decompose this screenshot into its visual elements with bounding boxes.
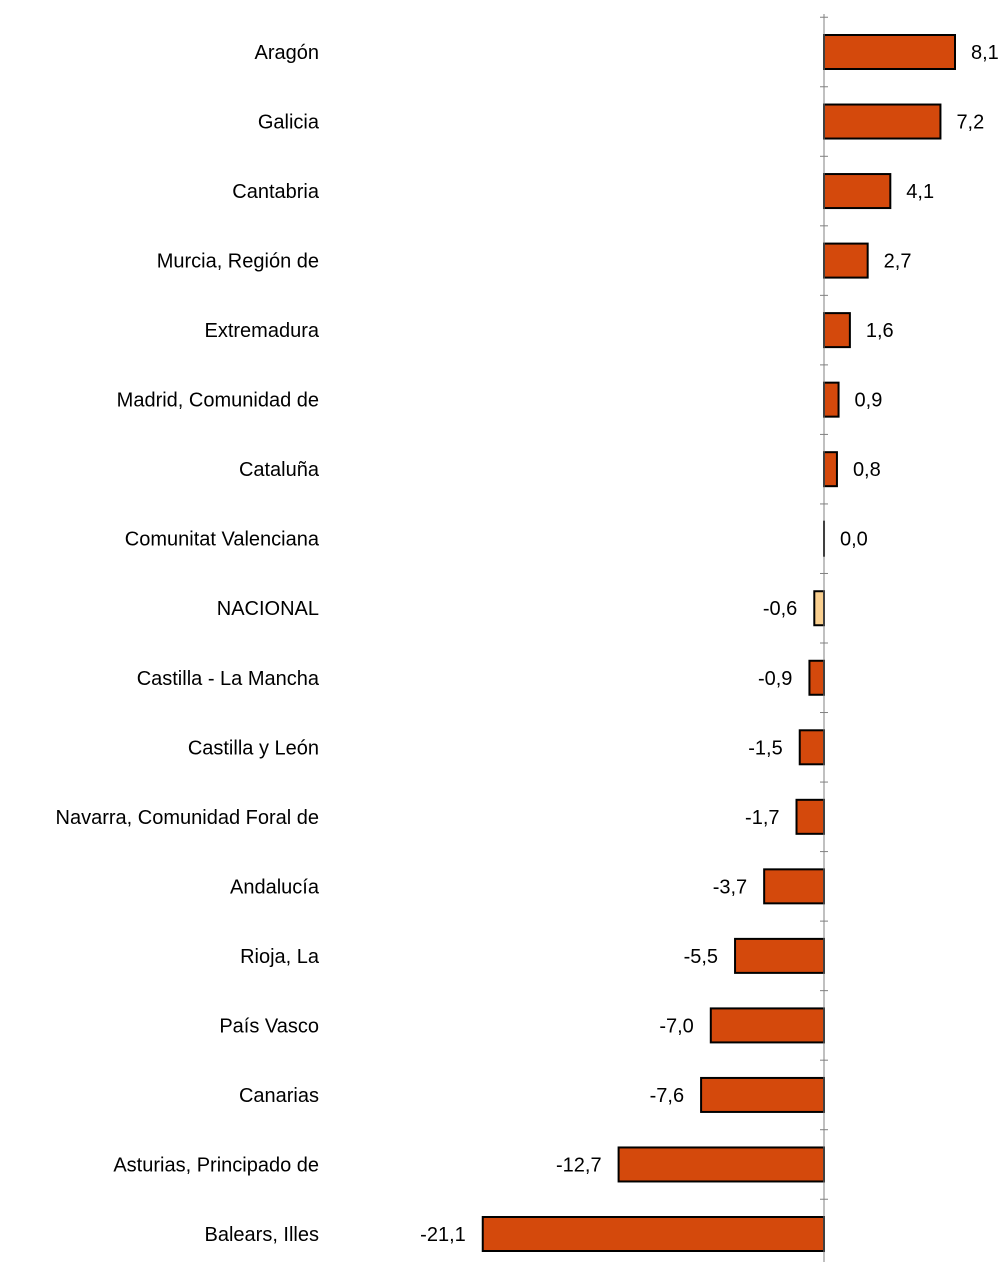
category-label-castilla-la-mancha: Castilla - La Mancha: [137, 668, 320, 690]
value-label-nacional: -0,6: [763, 598, 797, 620]
value-label-aragon: 8,1: [971, 42, 999, 64]
category-label-extremadura: Extremadura: [205, 320, 320, 342]
category-labels: Aragón Galicia Cantabria Murcia, Región de E…: [56, 42, 320, 1246]
category-label-cataluna: Cataluña: [239, 459, 320, 481]
value-label-galicia: 7,2: [956, 112, 984, 134]
value-labels: 8,1 7,2 4,1 2,7 1,6 0,9 0,8 0,0 -0,6 -0,9 -1,5 -1,7…: [420, 42, 999, 1246]
category-label-navarra-comunidad-foral-de: Navarra, Comunidad Foral de: [56, 807, 319, 829]
value-label-cantabria: 4,1: [906, 181, 934, 203]
value-label-asturias-principado-de: -12,7: [556, 1154, 602, 1176]
bar-asturias-principado-de: [617, 1146, 825, 1183]
bar-extremadura: [823, 312, 851, 349]
category-label-nacional: NACIONAL: [217, 598, 319, 620]
bar-murcia-region-de: [823, 242, 869, 279]
value-label-extremadura: 1,6: [866, 320, 894, 342]
category-label-canarias: Canarias: [239, 1085, 319, 1107]
value-label-pais-vasco: -7,0: [659, 1015, 693, 1037]
value-label-comunitat-valenciana: 0,0: [840, 529, 868, 551]
bar-madrid-comunidad-de: [823, 381, 840, 418]
value-label-castilla-y-leon: -1,5: [748, 737, 782, 759]
bars-layer: [481, 34, 956, 1252]
bar-pais-vasco: [709, 1007, 825, 1044]
bar-navarra-comunidad-foral-de: [795, 798, 826, 835]
category-label-galicia: Galicia: [258, 112, 320, 134]
category-label-murcia-region-de: Murcia, Región de: [157, 251, 319, 273]
bar-cantabria: [823, 173, 892, 210]
category-label-madrid-comunidad-de: Madrid, Comunidad de: [117, 390, 319, 412]
bar-nacional: [813, 590, 825, 627]
value-label-castilla-la-mancha: -0,9: [758, 668, 792, 690]
value-label-madrid-comunidad-de: 0,9: [855, 390, 883, 412]
bar-rioja-la: [734, 937, 825, 974]
value-label-rioja-la: -5,5: [684, 946, 718, 968]
bar-andalucia: [763, 868, 825, 905]
category-label-castilla-y-leon: Castilla y León: [188, 737, 319, 759]
bar-galicia: [823, 103, 942, 140]
value-label-cataluna: 0,8: [853, 459, 881, 481]
category-label-asturias-principado-de: Asturias, Principado de: [113, 1154, 319, 1176]
value-label-navarra-comunidad-foral-de: -1,7: [745, 807, 779, 829]
category-label-rioja-la: Rioja, La: [240, 946, 320, 968]
category-label-aragon: Aragón: [255, 42, 320, 64]
bar-castilla-y-leon: [798, 729, 825, 766]
category-label-balears-illes: Balears, Illes: [205, 1224, 320, 1246]
category-label-andalucia: Andalucía: [230, 876, 320, 898]
category-label-comunitat-valenciana: Comunitat Valenciana: [125, 529, 320, 551]
value-label-andalucia: -3,7: [713, 876, 747, 898]
bar-cataluna: [823, 451, 838, 488]
bar-aragon: [823, 34, 956, 70]
value-label-canarias: -7,6: [650, 1085, 684, 1107]
bar-balears-illes: [481, 1216, 825, 1252]
value-label-balears-illes: -21,1: [420, 1224, 466, 1246]
category-label-cantabria: Cantabria: [232, 181, 320, 203]
bar-canarias: [700, 1076, 826, 1113]
value-label-murcia-region-de: 2,7: [884, 251, 912, 273]
category-label-pais-vasco: País Vasco: [219, 1015, 319, 1037]
axis-ticks: [820, 16, 828, 1200]
bar-castilla-la-mancha: [808, 659, 826, 696]
